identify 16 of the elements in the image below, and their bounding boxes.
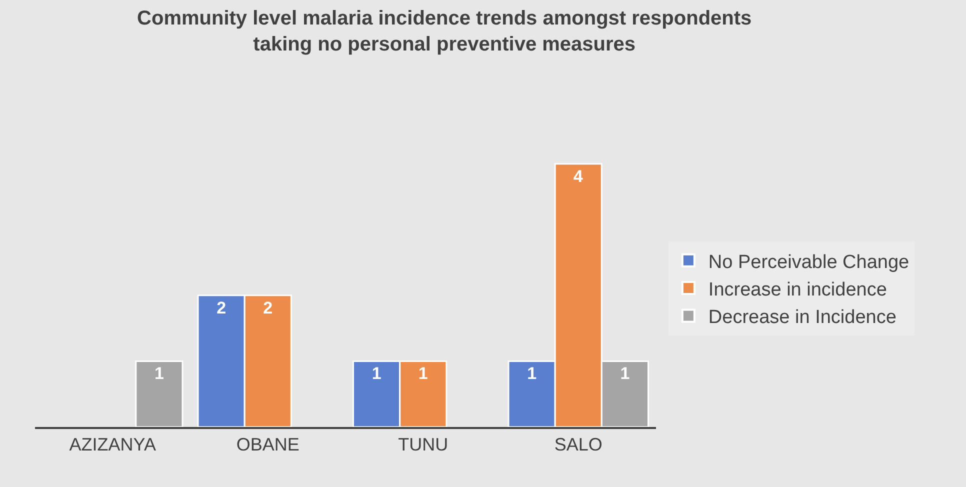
x-tick-label: TUNU xyxy=(398,434,448,455)
x-tick-label: OBANE xyxy=(236,434,300,455)
legend-label: Decrease in Incidence xyxy=(708,307,896,328)
data-label: 1 xyxy=(154,364,164,384)
legend-label: No Perceivable Change xyxy=(708,252,910,273)
data-label: 1 xyxy=(527,364,537,384)
data-label: 1 xyxy=(418,364,428,384)
data-label: 2 xyxy=(216,298,226,318)
data-label: 4 xyxy=(573,166,584,186)
data-label: 1 xyxy=(372,364,382,384)
data-label: 2 xyxy=(263,298,273,318)
chart-title: Community level malaria incidence trends amongst respondents taking no personal preventive measures xyxy=(137,7,752,56)
legend-label: Increase in incidence xyxy=(708,279,887,300)
data-label: 1 xyxy=(620,364,630,384)
x-tick-label: AZIZANYA xyxy=(69,434,156,455)
x-tick-label: SALO xyxy=(554,434,602,455)
